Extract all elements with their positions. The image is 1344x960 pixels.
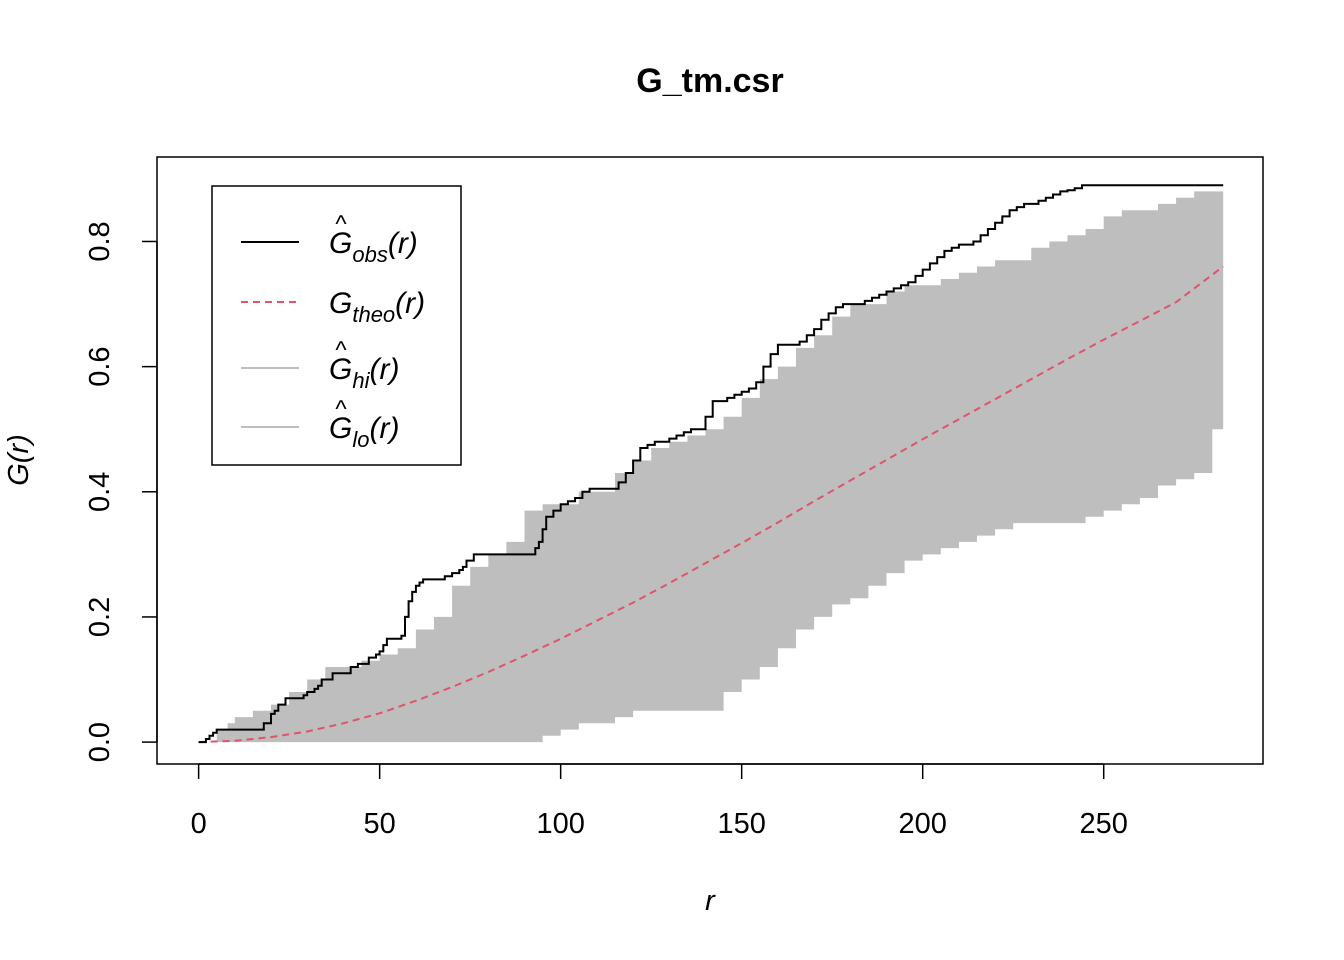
legend-base: G	[329, 353, 352, 386]
legend-sub: theo	[352, 302, 395, 327]
y-axis: 0.0 0.2 0.4 0.6 0.8	[84, 221, 158, 762]
legend-hat-mark: ^	[335, 396, 347, 423]
chart-title: G_tm.csr	[636, 62, 783, 100]
y-tick-label-group: 0.2	[84, 597, 116, 637]
legend-sub: hi	[352, 368, 370, 393]
theo-line	[198, 265, 1224, 744]
legend-arg: (r)	[369, 353, 399, 386]
legend-label-obs: Gobs(r)	[329, 227, 418, 267]
legend-base: G	[329, 227, 352, 260]
y-tick-label: 0.4	[84, 472, 116, 512]
y-axis-label: G(r)	[3, 434, 35, 486]
legend-arg: (r)	[388, 227, 418, 260]
legend-label-lo: Glo(r)	[329, 412, 399, 452]
legend-arg: (r)	[369, 412, 399, 445]
x-tick-label: 0	[191, 808, 207, 840]
legend-base: G	[329, 412, 352, 445]
envelope-band-layer	[198, 178, 1224, 743]
y-tick-label: 0.2	[84, 597, 116, 637]
y-tick-label: 0.0	[84, 722, 116, 762]
y-tick-label-group: 0.0	[84, 722, 116, 762]
legend-hat-mark: ^	[335, 337, 347, 364]
theo-series-layer	[198, 265, 1224, 744]
legend-arg: (r)	[395, 287, 425, 320]
obs-line	[198, 184, 1224, 744]
legend-hat-mark: ^	[335, 211, 347, 238]
y-tick-label: 0.8	[84, 221, 116, 261]
legend-sub: obs	[352, 242, 387, 267]
legend-label-theo: Gtheo(r)	[329, 287, 425, 327]
envelope-band	[198, 178, 1224, 743]
x-tick-label: 250	[1080, 808, 1128, 840]
legend-label-hi: Ghi(r)	[329, 353, 399, 393]
x-tick-label: 100	[536, 808, 584, 840]
obs-series-layer	[198, 184, 1224, 744]
y-tick-label-group: 0.4	[84, 472, 116, 512]
y-tick-label-group: 0.8	[84, 221, 116, 261]
x-axis-label: r	[705, 885, 716, 917]
legend-base: G	[329, 287, 352, 320]
y-axis-label-text: G(r)	[3, 434, 35, 486]
x-tick-label: 150	[717, 808, 765, 840]
y-tick-label: 0.6	[84, 346, 116, 386]
legend-sub: lo	[352, 427, 369, 452]
legend: Gobs(r)^Gtheo(r)Ghi(r)^Glo(r)^	[211, 185, 462, 466]
y-tick-label-group: 0.6	[84, 346, 116, 386]
x-axis: 0 50 100 150 200 250	[191, 763, 1128, 840]
x-tick-label: 200	[898, 808, 946, 840]
legend-box	[211, 185, 462, 466]
x-tick-label: 50	[364, 808, 396, 840]
